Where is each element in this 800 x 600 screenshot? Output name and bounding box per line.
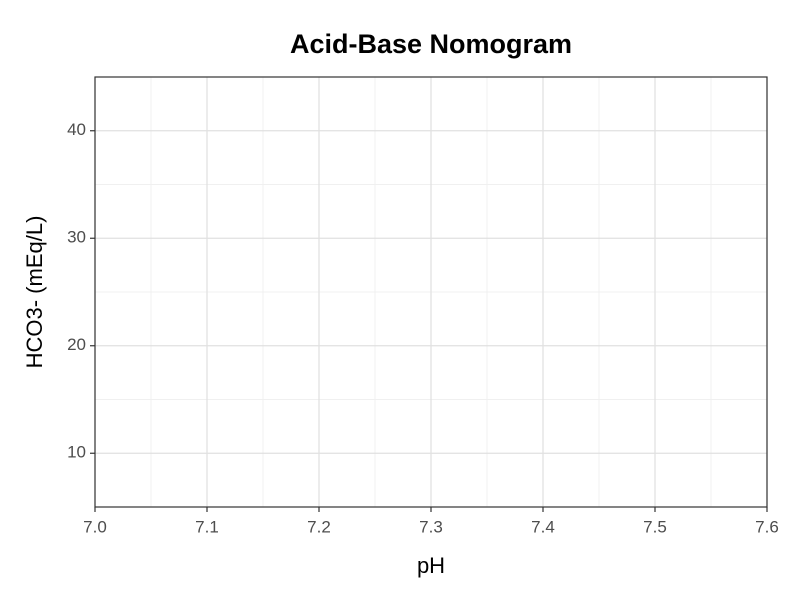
x-tick-label: 7.3 <box>419 517 443 536</box>
x-axis-title: pH <box>417 553 445 578</box>
chart-title: Acid-Base Nomogram <box>290 29 572 59</box>
y-tick-label: 10 <box>67 443 86 462</box>
y-axis-title: HCO3- (mEq/L) <box>22 216 47 369</box>
x-tick-label: 7.2 <box>307 517 331 536</box>
x-tick-label: 7.6 <box>755 517 779 536</box>
panel-border <box>94 76 768 508</box>
x-tick-label: 7.5 <box>643 517 667 536</box>
x-tick-label: 7.4 <box>531 517 555 536</box>
y-tick-label: 40 <box>67 120 86 139</box>
x-tick-label: 7.0 <box>83 517 107 536</box>
y-tick-label: 20 <box>67 335 86 354</box>
x-tick-label: 7.1 <box>195 517 219 536</box>
y-tick-label: 30 <box>67 228 86 247</box>
